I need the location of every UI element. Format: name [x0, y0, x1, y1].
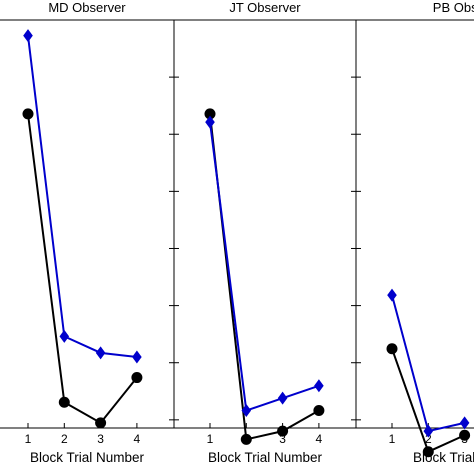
series-blue-diamond [23, 29, 142, 364]
x-tick-label: 1 [389, 432, 396, 446]
x-tick-label: 4 [134, 432, 141, 446]
data-point [314, 379, 324, 393]
series-line [27, 113, 138, 425]
panel-title: MD Observer [48, 0, 126, 15]
data-point [205, 115, 215, 129]
panel-title: PB Observer [433, 0, 474, 15]
x-tick-label: 2 [61, 432, 68, 446]
series-blue-diamond [387, 288, 470, 438]
data-point [23, 29, 33, 43]
data-point [277, 391, 288, 405]
series-line [391, 294, 465, 433]
data-point [241, 404, 252, 418]
series-black-circle [386, 343, 471, 458]
data-point [95, 417, 107, 429]
x-tick-label: 3 [279, 432, 286, 446]
series-line [209, 121, 320, 412]
data-point [204, 108, 216, 120]
series-black-circle [22, 108, 143, 429]
data-point [459, 416, 470, 430]
data-point [459, 429, 471, 441]
plot-frame [173, 19, 357, 429]
data-point [240, 433, 252, 445]
x-axis-label: Block Trial Number [208, 450, 323, 465]
x-tick-label: 3 [97, 432, 104, 446]
x-tick-label: 1 [207, 432, 214, 446]
x-tick-label: 4 [316, 432, 323, 446]
x-tick-label: 2 [425, 432, 432, 446]
data-point [422, 446, 434, 458]
chart-panel-1: 1 2 3 4 MD Observer Block Trial Number [0, 0, 175, 465]
data-point [132, 350, 142, 364]
data-point [58, 396, 70, 408]
data-point [277, 425, 289, 437]
plot-frame [0, 19, 175, 429]
data-point [95, 346, 106, 360]
panel-title: JT Observer [229, 0, 301, 15]
plot-frame [355, 19, 474, 429]
data-point [59, 329, 70, 343]
x-tick-label: 1 [25, 432, 32, 446]
series-line [27, 35, 138, 358]
data-point [313, 405, 325, 417]
data-point [423, 424, 434, 438]
x-axis-label: Block Trial Number [413, 450, 474, 465]
series-black-circle [204, 108, 325, 445]
series-blue-diamond [205, 115, 324, 418]
data-point [22, 108, 34, 120]
data-point [131, 372, 143, 384]
data-point [386, 343, 398, 355]
data-point [387, 288, 397, 302]
x-axis-label: Block Trial Number [30, 450, 145, 465]
series-line [209, 113, 320, 441]
